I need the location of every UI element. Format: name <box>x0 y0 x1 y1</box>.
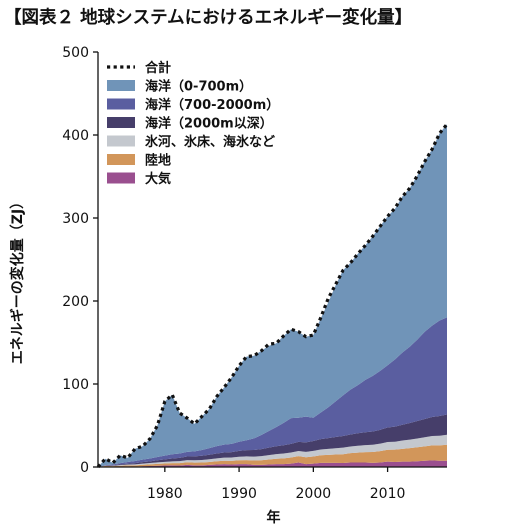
x-tick-label: 1990 <box>221 486 257 502</box>
legend-label-1: 海洋（700-2000m） <box>145 97 279 113</box>
legend-swatch-0 <box>107 80 135 91</box>
legend-swatch-5 <box>107 172 135 184</box>
area-series-4 <box>98 317 447 467</box>
y-tick-label: 500 <box>62 45 89 61</box>
legend-label-3: 氷河、氷床、海氷など <box>145 134 275 150</box>
area-series-2 <box>98 434 447 467</box>
area-series-1 <box>98 444 447 467</box>
legend-swatch-3 <box>107 135 135 147</box>
stacked-areas <box>98 124 447 468</box>
legend-label-0: 海洋（0-700m） <box>145 79 252 95</box>
y-tick-label: 400 <box>62 128 89 144</box>
y-tick-label: 300 <box>62 211 89 227</box>
y-axis-title: エネルギーの変化量（ZJ） <box>9 195 26 364</box>
y-tick-label: 0 <box>80 460 89 476</box>
x-axis-title: 年 <box>267 509 281 526</box>
legend-label-2: 海洋（2000m以深） <box>145 116 273 132</box>
total-line <box>96 123 449 469</box>
legend-label-5: 大気 <box>145 171 171 187</box>
x-tick-label: 2000 <box>296 486 332 502</box>
area-series-0 <box>98 460 447 467</box>
area-series-3 <box>98 414 447 467</box>
legend-swatch-1 <box>107 98 135 110</box>
legend-label-total: 合計 <box>145 60 171 76</box>
legend-label-4: 陸地 <box>145 153 171 169</box>
figure-title: 【図表２ 地球システムにおけるエネルギー変化量】 <box>4 8 413 28</box>
x-tick-label: 2010 <box>370 486 406 502</box>
y-tick-label: 200 <box>62 294 89 310</box>
y-tick-label: 100 <box>62 377 89 393</box>
total-line-group <box>96 123 449 469</box>
area-series-5 <box>98 124 447 468</box>
x-tick-label: 1980 <box>147 486 183 502</box>
legend-swatch-2 <box>107 117 135 128</box>
axes: 0 100 200 300 400 500 1980 1990 2000 2010 <box>62 45 447 502</box>
legend-swatch-4 <box>107 154 135 165</box>
